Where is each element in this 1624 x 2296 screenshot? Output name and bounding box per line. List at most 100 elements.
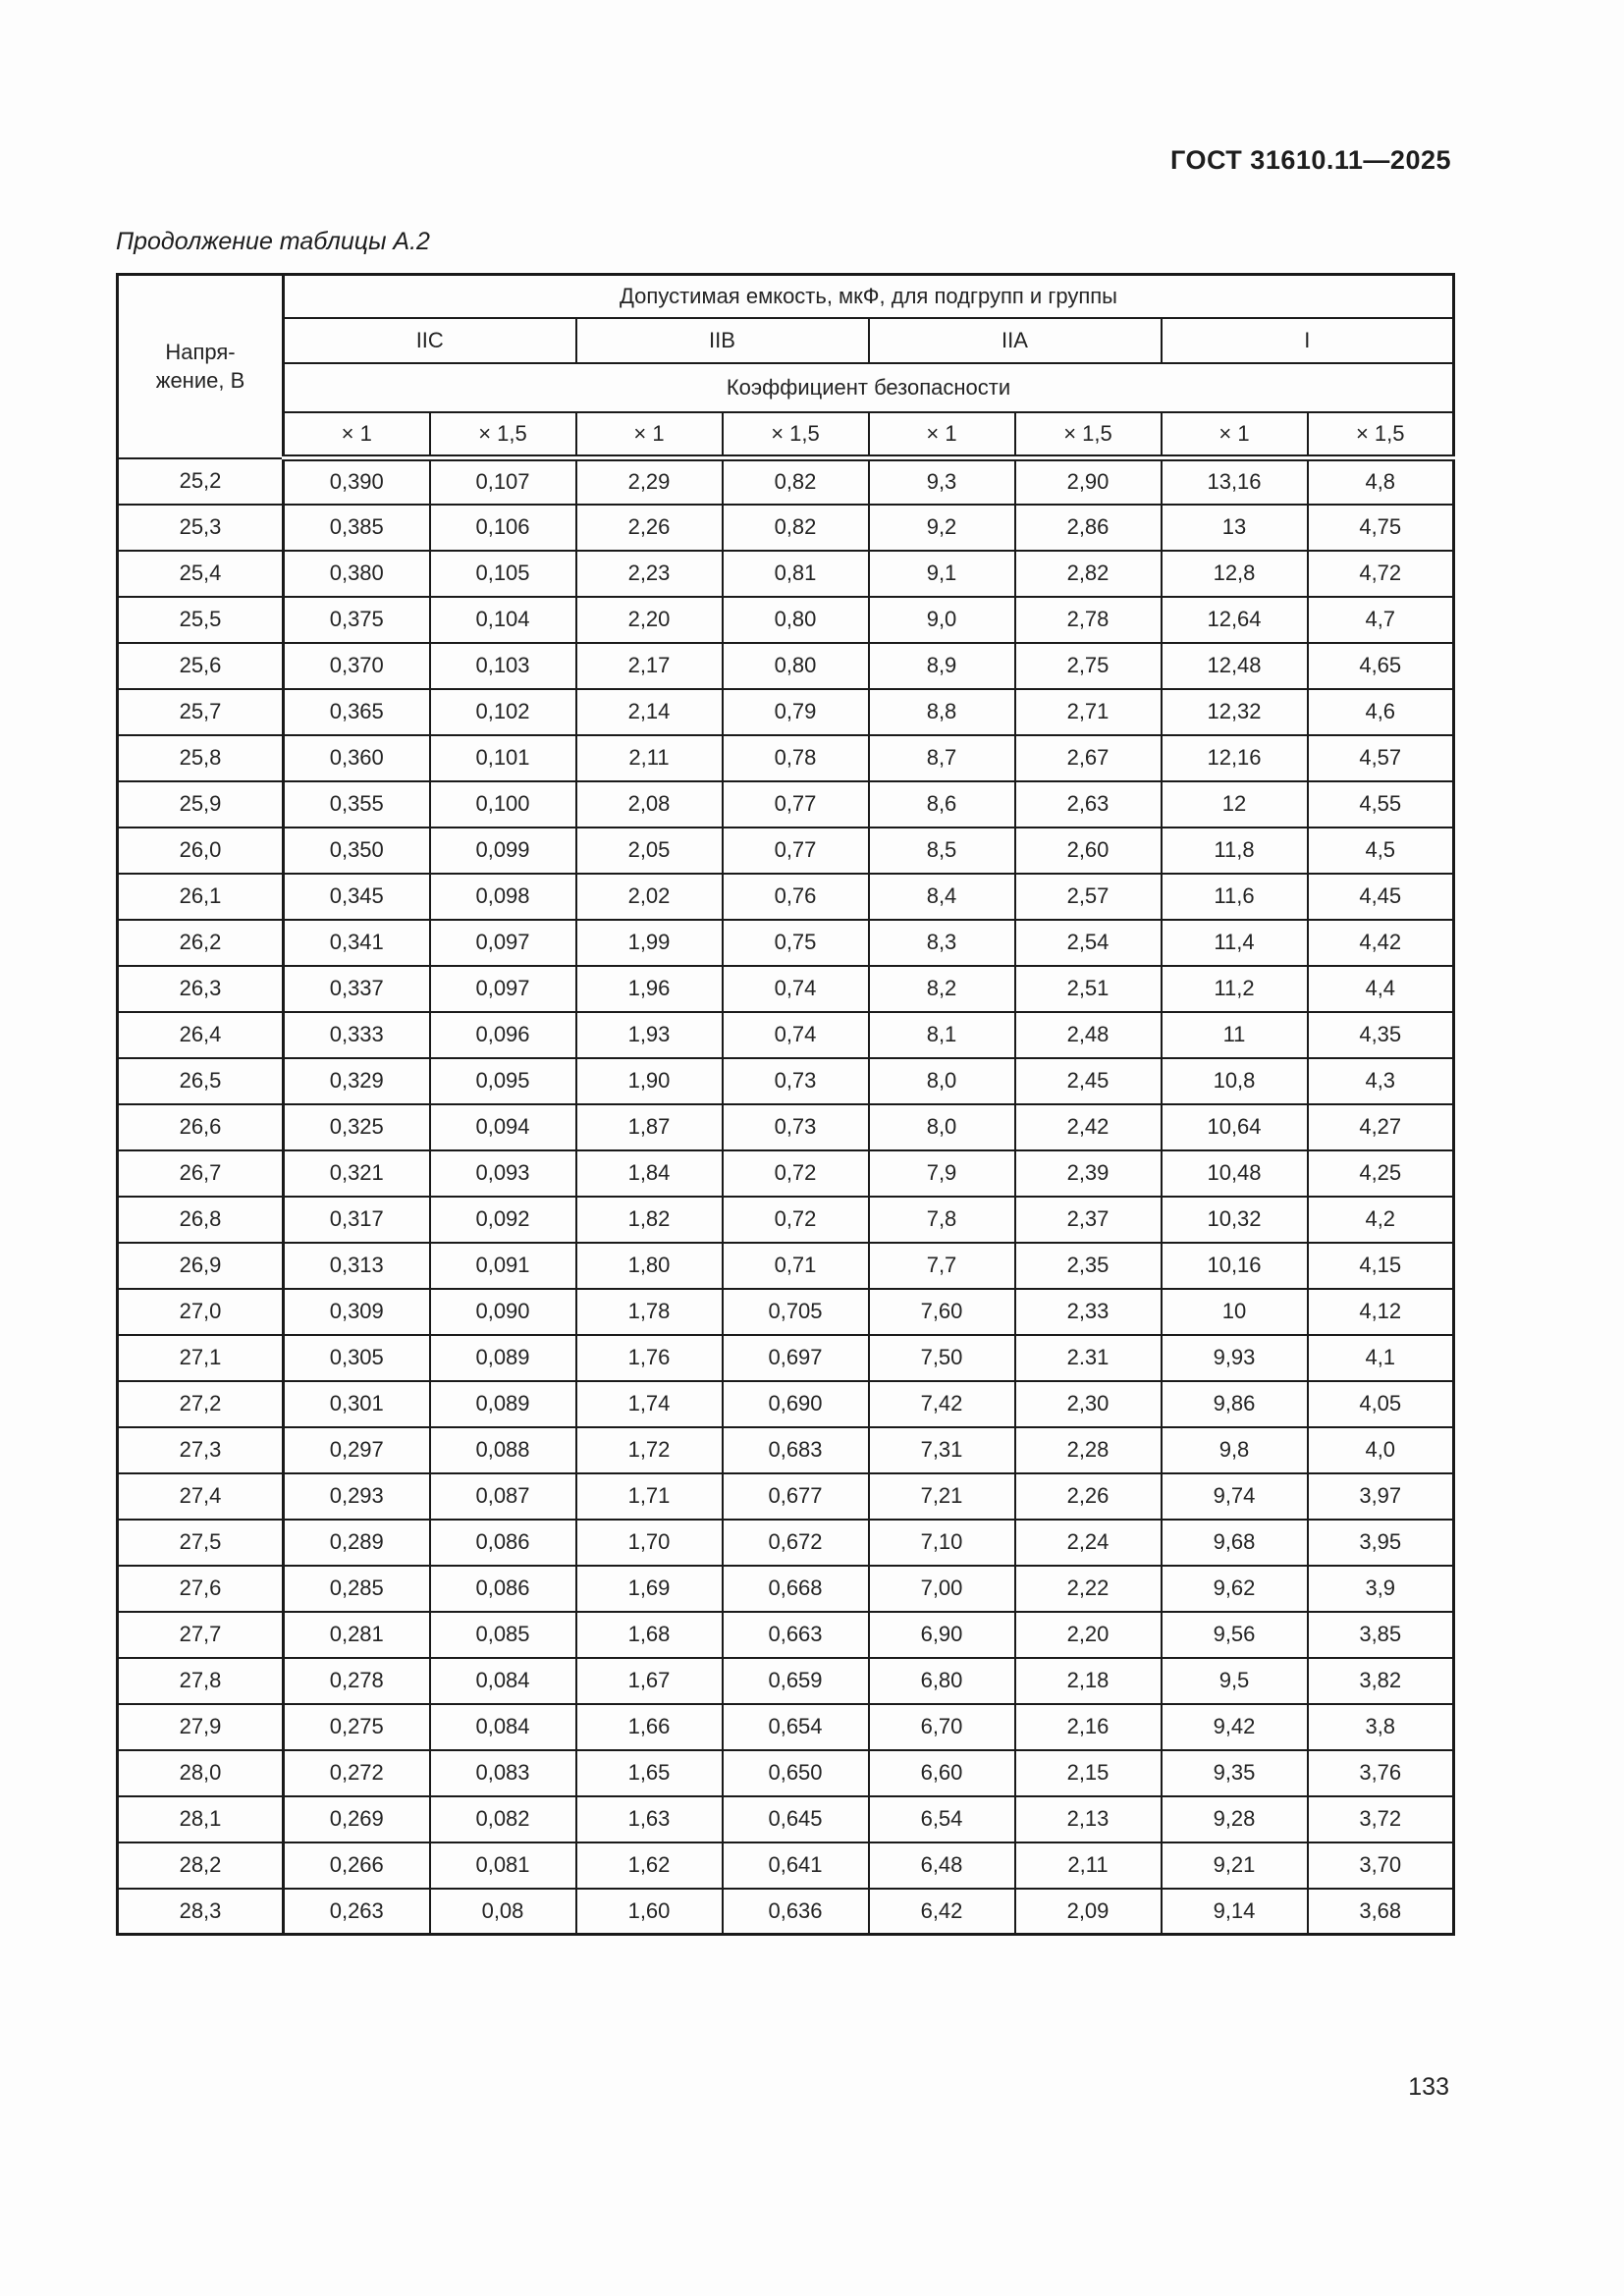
value-cell: 0,095	[428, 1056, 577, 1105]
value-cell: 11,4	[1160, 918, 1309, 967]
value-cell: 0,641	[721, 1841, 870, 1890]
value-cell: 8,0	[867, 1056, 1016, 1105]
value-cell: 8,1	[867, 1010, 1016, 1059]
mult-header-iic-x1-5: × 1,5	[428, 410, 577, 461]
value-cell: 0,084	[428, 1702, 577, 1751]
value-cell: 1,82	[574, 1195, 724, 1244]
value-cell: 3,70	[1306, 1841, 1455, 1890]
value-cell: 0,269	[282, 1794, 431, 1843]
table-row: 25,3 0,385 0,106 2,26 0,82 9,2 2,86 13 4,75	[116, 503, 1455, 552]
value-cell: 4,42	[1306, 918, 1455, 967]
value-cell: 6,70	[867, 1702, 1016, 1751]
value-cell: 9,0	[867, 595, 1016, 644]
value-cell: 1,76	[574, 1333, 724, 1382]
value-cell: 4,05	[1306, 1379, 1455, 1428]
value-cell: 9,86	[1160, 1379, 1309, 1428]
value-cell: 3,68	[1306, 1887, 1455, 1936]
value-cell: 1,84	[574, 1148, 724, 1198]
value-cell: 0,345	[282, 872, 431, 921]
value-cell: 0,659	[721, 1656, 870, 1705]
value-cell: 0,73	[721, 1056, 870, 1105]
value-cell: 2,05	[574, 826, 724, 875]
value-cell: 0,81	[721, 549, 870, 598]
value-cell: 8,0	[867, 1102, 1016, 1151]
voltage-cell: 26,5	[116, 1056, 285, 1105]
value-cell: 2,20	[1013, 1610, 1163, 1659]
value-cell: 0,370	[282, 641, 431, 690]
value-cell: 0,80	[721, 641, 870, 690]
value-cell: 1,87	[574, 1102, 724, 1151]
value-cell: 12	[1160, 779, 1309, 828]
value-cell: 1,96	[574, 964, 724, 1013]
value-cell: 2,30	[1013, 1379, 1163, 1428]
mult-header-iib-x1-5: × 1,5	[721, 410, 870, 461]
value-cell: 0,285	[282, 1564, 431, 1613]
value-cell: 0,085	[428, 1610, 577, 1659]
value-cell: 2,22	[1013, 1564, 1163, 1613]
value-cell: 11,8	[1160, 826, 1309, 875]
value-cell: 8,4	[867, 872, 1016, 921]
value-cell: 0,350	[282, 826, 431, 875]
voltage-cell: 28,3	[116, 1887, 285, 1936]
value-cell: 1,66	[574, 1702, 724, 1751]
value-cell: 0,645	[721, 1794, 870, 1843]
value-cell: 2,63	[1013, 779, 1163, 828]
value-cell: 0,084	[428, 1656, 577, 1705]
value-cell: 10,32	[1160, 1195, 1309, 1244]
value-cell: 2,42	[1013, 1102, 1163, 1151]
table-row: 25,6 0,370 0,103 2,17 0,80 8,9 2,75 12,48 4,65	[116, 641, 1455, 690]
value-cell: 6,42	[867, 1887, 1016, 1936]
value-cell: 2,02	[574, 872, 724, 921]
voltage-cell: 27,5	[116, 1518, 285, 1567]
value-cell: 4,2	[1306, 1195, 1455, 1244]
value-cell: 2,37	[1013, 1195, 1163, 1244]
value-cell: 9,1	[867, 549, 1016, 598]
value-cell: 4,55	[1306, 779, 1455, 828]
table-row: 27,9 0,275 0,084 1,66 0,654 6,70 2,16 9,42 3,8	[116, 1702, 1455, 1751]
value-cell: 2,23	[574, 549, 724, 598]
value-cell: 0,096	[428, 1010, 577, 1059]
value-cell: 0,301	[282, 1379, 431, 1428]
value-cell: 12,64	[1160, 595, 1309, 644]
value-cell: 9,5	[1160, 1656, 1309, 1705]
value-cell: 0,289	[282, 1518, 431, 1567]
value-cell: 0,325	[282, 1102, 431, 1151]
value-cell: 2,48	[1013, 1010, 1163, 1059]
value-cell: 0,297	[282, 1425, 431, 1474]
value-cell: 0,333	[282, 1010, 431, 1059]
value-cell: 1,60	[574, 1887, 724, 1936]
value-cell: 0,355	[282, 779, 431, 828]
value-cell: 0,79	[721, 687, 870, 736]
value-cell: 7,7	[867, 1241, 1016, 1290]
table-row: 26,2 0,341 0,097 1,99 0,75 8,3 2,54 11,4 4,42	[116, 918, 1455, 967]
value-cell: 0,697	[721, 1333, 870, 1382]
voltage-cell: 26,0	[116, 826, 285, 875]
value-cell: 2,29	[574, 456, 724, 506]
value-cell: 0,081	[428, 1841, 577, 1890]
value-cell: 0,089	[428, 1379, 577, 1428]
value-cell: 2,45	[1013, 1056, 1163, 1105]
value-cell: 0,82	[721, 456, 870, 506]
table-row: 25,7 0,365 0,102 2,14 0,79 8,8 2,71 12,32 4,6	[116, 687, 1455, 736]
value-cell: 2,11	[574, 733, 724, 782]
value-cell: 0,317	[282, 1195, 431, 1244]
value-cell: 0,663	[721, 1610, 870, 1659]
value-cell: 8,7	[867, 733, 1016, 782]
table-row: 25,9 0,355 0,100 2,08 0,77 8,6 2,63 12 4,55	[116, 779, 1455, 828]
value-cell: 2,15	[1013, 1748, 1163, 1797]
table-row: 26,9 0,313 0,091 1,80 0,71 7,7 2,35 10,16 4,15	[116, 1241, 1455, 1290]
table-row: 25,2 0,390 0,107 2,29 0,82 9,3 2,90 13,16 4,8	[116, 456, 1455, 506]
value-cell: 12,16	[1160, 733, 1309, 782]
value-cell: 9,62	[1160, 1564, 1309, 1613]
value-cell: 0,309	[282, 1287, 431, 1336]
value-cell: 3,8	[1306, 1702, 1455, 1751]
value-cell: 4,5	[1306, 826, 1455, 875]
value-cell: 0,094	[428, 1102, 577, 1151]
value-cell: 1,99	[574, 918, 724, 967]
value-cell: 7,31	[867, 1425, 1016, 1474]
value-cell: 0,654	[721, 1702, 870, 1751]
value-cell: 2,67	[1013, 733, 1163, 782]
table-row: 26,4 0,333 0,096 1,93 0,74 8,1 2,48 11 4,35	[116, 1010, 1455, 1059]
value-cell: 0,75	[721, 918, 870, 967]
mult-header-iia-x1: × 1	[867, 410, 1016, 461]
